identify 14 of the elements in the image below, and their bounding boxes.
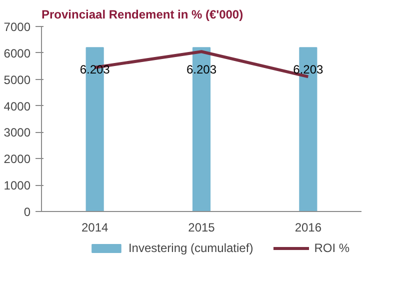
legend-label: ROI % (314, 241, 350, 255)
y-tick-label: 3000 (4, 126, 31, 140)
y-tick-label: 1000 (4, 178, 31, 193)
x-tick-label: 2014 (81, 220, 109, 234)
y-tick-label: 7000 (4, 20, 31, 34)
x-tick-label: 2016 (294, 220, 322, 234)
y-tick-label: 0 (24, 205, 31, 219)
x-tick-label: 2015 (188, 220, 216, 234)
y-tick-label: 6000 (4, 46, 31, 60)
y-tick-label: 2000 (4, 152, 31, 166)
y-tick-label: 4000 (4, 99, 31, 114)
chart-title: Provinciaal Rendement in % (€'000) (42, 8, 244, 22)
y-tick-label: 5000 (4, 72, 31, 87)
legend-label: Investering (cumulatief) (128, 241, 254, 255)
